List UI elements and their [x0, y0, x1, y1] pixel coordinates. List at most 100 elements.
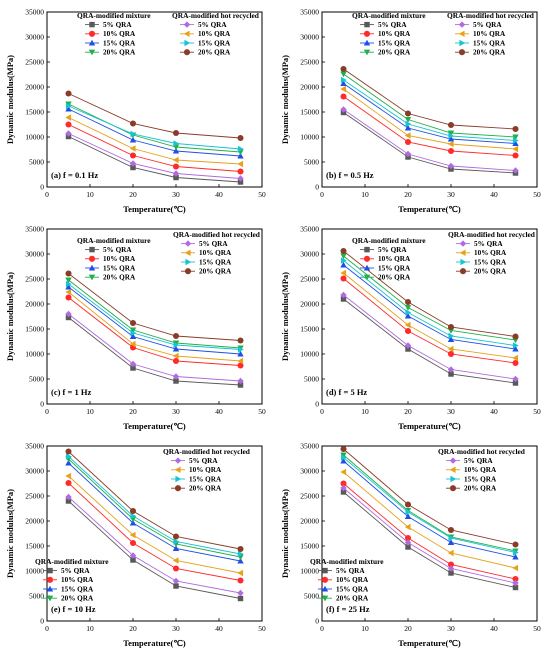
data-point — [129, 552, 137, 559]
data-point — [65, 105, 72, 112]
data-point — [340, 85, 347, 93]
legend-entry: 20% QRA — [198, 49, 231, 57]
plot-frame — [321, 228, 538, 405]
legend-group-title: QRA-modified mixture — [352, 11, 426, 20]
legend-entry: 20% QRA — [199, 268, 232, 276]
data-point — [173, 140, 180, 147]
legend-group-title: QRA-modified hot recycled — [172, 11, 260, 20]
x-axis-label: Temperature(℃) — [123, 204, 186, 214]
legend-entry: 5% QRA — [103, 21, 132, 29]
y-tick-label: 30000 — [300, 33, 319, 42]
y-tick-label: 25000 — [300, 492, 319, 501]
y-axis-label: Dynamic modulus(MPa) — [5, 55, 15, 144]
y-tick-label: 10000 — [300, 133, 319, 142]
chart-panel-0: 0 10 20 30 40 50 0 5000 10000 15000 20000 25000 3000… — [5, 8, 266, 214]
legend-entry: 15% QRA — [378, 39, 411, 47]
x-tick-label: 50 — [258, 190, 266, 199]
data-point — [237, 357, 244, 365]
x-tick-label: 50 — [533, 624, 541, 633]
legend-marker — [449, 466, 456, 473]
x-tick-label: 30 — [447, 407, 455, 416]
x-tick-label: 0 — [45, 624, 49, 633]
data-point — [404, 539, 412, 546]
data-point — [172, 170, 180, 177]
y-tick-label: 30000 — [300, 250, 319, 259]
data-point — [340, 484, 347, 492]
y-tick-label: 20000 — [300, 83, 319, 92]
data-point — [172, 577, 180, 585]
legend-marker — [174, 457, 182, 464]
data-point — [129, 519, 137, 526]
legend-marker — [183, 21, 191, 28]
legend-group-title: QRA-modified mixture — [35, 557, 109, 566]
legend-entry: 10% QRA — [103, 255, 136, 263]
legend-entry: 10% QRA — [189, 466, 222, 474]
data-point — [512, 140, 519, 147]
data-point — [172, 357, 180, 365]
data-point — [448, 371, 454, 377]
data-point — [65, 130, 72, 137]
series-line — [68, 456, 241, 555]
x-tick-label: 10 — [86, 190, 94, 199]
legend-entry: 5% QRA — [474, 240, 503, 248]
data-point — [447, 366, 455, 373]
series-line — [343, 457, 516, 553]
data-point — [512, 137, 519, 144]
data-point — [340, 452, 347, 459]
data-point — [404, 110, 412, 117]
series-line — [343, 448, 516, 545]
data-point — [340, 93, 347, 100]
data-point — [405, 309, 412, 316]
legend-entry: 5% QRA — [198, 21, 227, 29]
y-tick-label: 35000 — [300, 225, 319, 234]
data-point — [65, 314, 72, 321]
data-point — [129, 333, 137, 340]
y-tick-label: 5000 — [304, 592, 319, 601]
data-point — [447, 162, 455, 170]
x-tick-label: 50 — [533, 407, 541, 416]
series-line — [343, 471, 516, 569]
panel-label: (d) f = 5 Hz — [326, 387, 367, 397]
data-point — [404, 513, 412, 520]
x-axis-label: Temperature(℃) — [123, 638, 186, 648]
data-point — [65, 498, 72, 504]
data-point — [447, 323, 455, 331]
data-point — [340, 489, 347, 495]
data-point — [129, 136, 137, 143]
data-point — [237, 346, 244, 353]
data-point — [447, 121, 455, 129]
legend-entry: 20% QRA — [61, 595, 94, 603]
data-point — [129, 160, 137, 167]
data-point — [404, 124, 412, 131]
series-line — [343, 278, 516, 364]
legend-entry: 10% QRA — [378, 30, 411, 38]
y-axis-label: Dynamic modulus(MPa) — [280, 272, 290, 361]
series-line — [343, 298, 516, 384]
y-tick-label: 25000 — [25, 275, 44, 284]
legend-group-title: QRA-modified hot recycled — [438, 447, 526, 456]
x-tick-label: 50 — [258, 624, 266, 633]
y-tick-label: 10000 — [300, 350, 319, 359]
data-point — [65, 114, 72, 121]
legend-marker — [88, 30, 96, 37]
series-line — [343, 83, 516, 144]
legend-entry: 15% QRA — [336, 585, 369, 593]
data-point — [65, 277, 72, 284]
y-tick-label: 35000 — [25, 442, 44, 451]
x-tick-label: 50 — [533, 190, 541, 199]
series-line — [68, 313, 241, 382]
data-point — [129, 152, 137, 159]
legend-marker — [449, 457, 457, 464]
legend-entry: 10% QRA — [474, 249, 507, 257]
legend-entry: 10% QRA — [61, 576, 94, 584]
plot-frame — [321, 11, 538, 188]
series-line — [343, 460, 516, 558]
series-line — [68, 279, 241, 349]
data-point — [173, 538, 180, 545]
legend-entry: 10% QRA — [336, 576, 369, 584]
data-point — [65, 102, 72, 110]
y-tick-label: 0 — [40, 617, 44, 626]
y-tick-label: 35000 — [300, 442, 319, 451]
